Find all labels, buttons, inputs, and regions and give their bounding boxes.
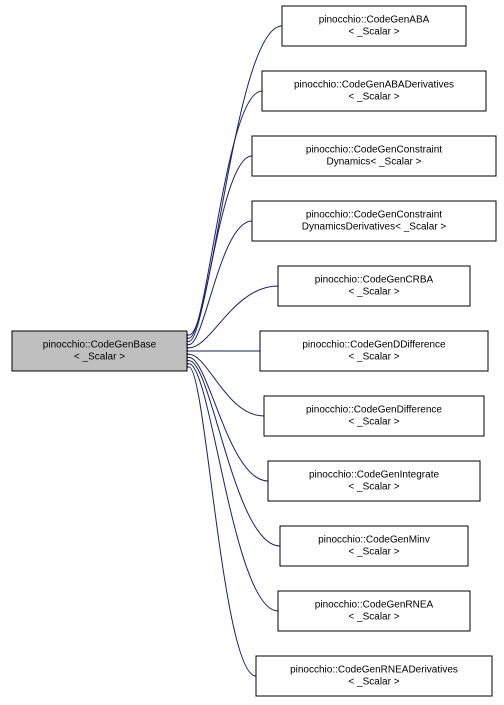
node-label: < _Scalar > [74,352,125,363]
node-label: pinocchio::CodeGenDifference [306,405,442,416]
inheritance-edge [189,156,252,341]
node-cd[interactable]: pinocchio::CodeGenConstraintDynamics< _S… [252,136,496,176]
node-ddiff[interactable]: pinocchio::CodeGenDDifference< _Scalar > [260,331,488,371]
node-diff[interactable]: pinocchio::CodeGenDifference< _Scalar > [264,396,484,436]
node-cdd[interactable]: pinocchio::CodeGenConstraintDynamicsDeri… [252,201,496,241]
node-label: pinocchio::CodeGenCRBA [315,275,434,286]
node-aba[interactable]: pinocchio::CodeGenABA< _Scalar > [282,6,466,46]
node-label: pinocchio::CodeGenConstraint [306,210,442,221]
node-label: pinocchio::CodeGenBase [43,340,157,351]
inheritance-edge [189,367,256,676]
node-label: DynamicsDerivatives< _Scalar > [302,222,447,233]
node-label: < _Scalar > [348,92,399,103]
node-label: pinocchio::CodeGenConstraint [306,145,442,156]
node-minv[interactable]: pinocchio::CodeGenMinv< _Scalar > [280,526,468,566]
node-label: < _Scalar > [348,352,399,363]
node-abad[interactable]: pinocchio::CodeGenABADerivatives< _Scala… [262,71,486,111]
node-label: < _Scalar > [348,287,399,298]
node-label: < _Scalar > [348,547,399,558]
node-label: pinocchio::CodeGenDDifference [302,340,446,351]
node-label: < _Scalar > [348,27,399,38]
node-label: pinocchio::CodeGenRNEADerivatives [290,665,458,676]
inheritance-diagram: pinocchio::CodeGenBase< _Scalar >pinocch… [0,0,504,705]
inheritance-edge [189,221,252,345]
node-crba[interactable]: pinocchio::CodeGenCRBA< _Scalar > [278,266,470,306]
node-label: Dynamics< _Scalar > [326,157,421,168]
node-label: pinocchio::CodeGenIntegrate [309,470,440,481]
node-label: < _Scalar > [348,677,399,688]
inheritance-edge [189,91,262,338]
node-label: < _Scalar > [348,482,399,493]
node-label: pinocchio::CodeGenRNEA [315,600,434,611]
node-label: pinocchio::CodeGenMinv [318,535,430,546]
node-label: < _Scalar > [348,612,399,623]
node-label: pinocchio::CodeGenABADerivatives [294,80,454,91]
node-base[interactable]: pinocchio::CodeGenBase< _Scalar > [12,331,187,371]
node-rnead[interactable]: pinocchio::CodeGenRNEADerivatives< _Scal… [256,656,492,696]
node-label: < _Scalar > [348,417,399,428]
node-integ[interactable]: pinocchio::CodeGenIntegrate< _Scalar > [268,461,480,501]
node-label: pinocchio::CodeGenABA [319,15,430,26]
node-rnea[interactable]: pinocchio::CodeGenRNEA< _Scalar > [278,591,470,631]
